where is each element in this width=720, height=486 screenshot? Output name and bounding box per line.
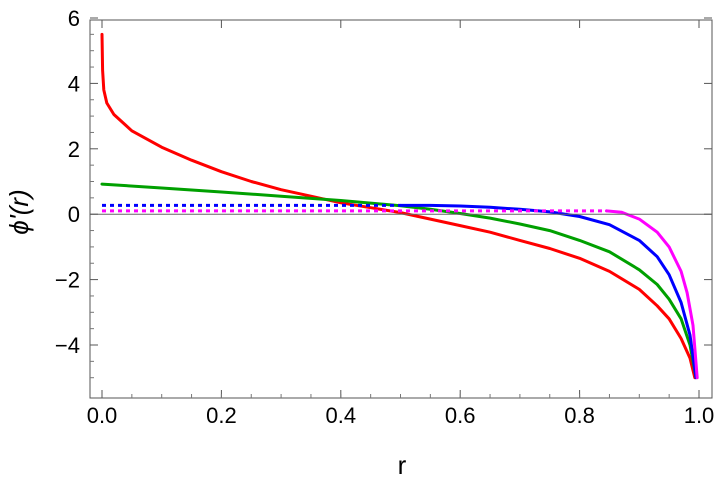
x-tick-label: 0.8 [564,403,595,428]
series-layer [100,32,699,380]
x-tick-label: 0.6 [445,403,476,428]
x-axis-label: r [398,450,407,480]
x-tick-label: 1.0 [684,403,715,428]
x-tick-label: 0.2 [206,403,237,428]
plot-frame-border [89,19,713,399]
y-axis-label: ϕ'(r) [4,189,34,234]
y-tick-label: 0 [68,202,80,227]
y-tick-label: 4 [68,71,80,96]
y-tick-label: −2 [55,268,80,293]
plot-frame [89,19,713,399]
y-tick-label: 2 [68,137,80,162]
series-line-5 [605,209,699,380]
y-tick-label: 6 [68,6,80,31]
x-tick-label: 0.0 [87,403,118,428]
y-tick-label: −4 [55,333,80,358]
x-tick-label: 0.4 [326,403,357,428]
tick-layer: 0.0 0.2 0.4 0.6 0.8 1.0 −4 −2 0 2 4 6 [55,6,714,428]
series-line-3 [399,203,698,380]
series-line-1 [100,182,698,380]
